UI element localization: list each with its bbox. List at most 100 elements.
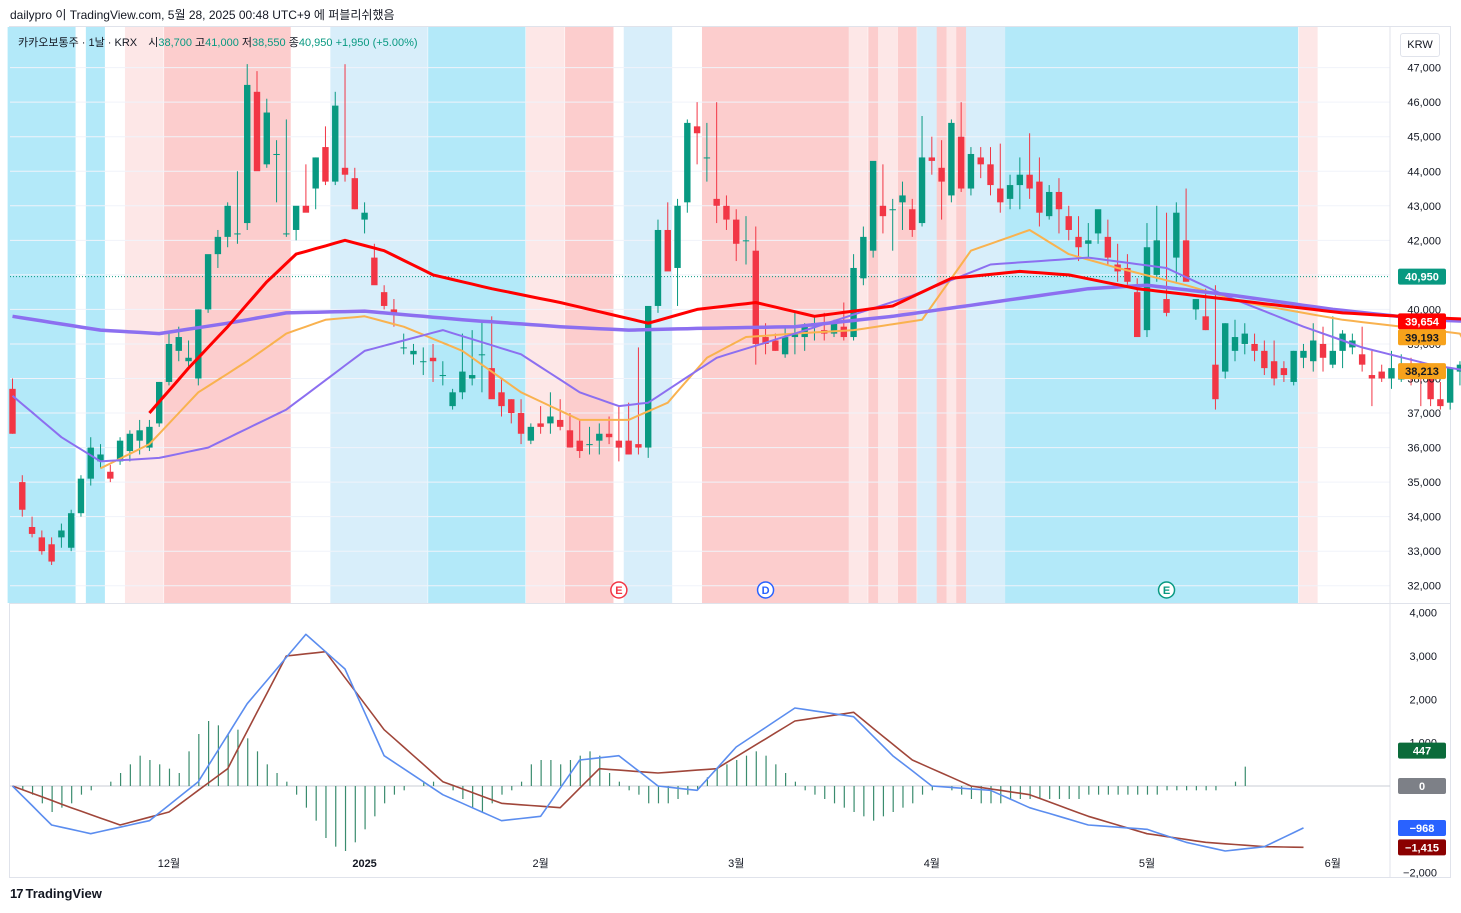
- candle-body: [28, 527, 36, 534]
- grid-lines: [10, 27, 1450, 877]
- candle-body: [410, 350, 417, 355]
- candle-body: [1026, 174, 1033, 189]
- candle-body: [1182, 240, 1190, 282]
- candle-body: [1368, 375, 1376, 379]
- candle-body: [879, 205, 887, 217]
- candle-body: [693, 126, 701, 134]
- candle-body: [1446, 368, 1454, 403]
- candle-body: [1231, 337, 1239, 351]
- moving-averages: [11, 229, 1461, 470]
- time-tick-label: 4월: [924, 857, 940, 870]
- price-axis-label-bg: [1398, 313, 1446, 330]
- open-label: 시: [148, 37, 159, 49]
- candle-body: [860, 236, 867, 279]
- price-tick-label: 34,000: [1407, 512, 1441, 524]
- candle-body: [1241, 333, 1248, 344]
- event-label: E: [615, 585, 622, 597]
- candle-body: [840, 326, 847, 338]
- candle-body: [1280, 368, 1288, 376]
- macd-axis-label: 0: [1419, 781, 1425, 793]
- candle-body: [928, 157, 936, 161]
- candle-body: [1329, 350, 1336, 365]
- candle-body: [1124, 267, 1131, 282]
- price-axis-label: 40,950: [1405, 272, 1439, 284]
- candle-body: [38, 537, 46, 552]
- candle-body: [713, 198, 720, 206]
- candle-body: [625, 440, 632, 455]
- candle-body: [1378, 371, 1385, 379]
- candle-body: [635, 444, 642, 448]
- candle-body: [1212, 364, 1219, 400]
- candle-body: [371, 257, 378, 286]
- candles: [9, 64, 1461, 566]
- candle-body: [586, 444, 593, 446]
- candle-body: [1222, 323, 1229, 372]
- bg-zone: [7, 27, 76, 603]
- candle-body: [733, 219, 740, 244]
- candle-body: [977, 157, 984, 165]
- candle-body: [439, 375, 447, 377]
- candle-body: [781, 337, 789, 355]
- price-tick-label: 45,000: [1407, 132, 1441, 144]
- macd-tick-label: 2,000: [1409, 694, 1437, 706]
- ma-purple-long-line: [12, 283, 1461, 336]
- time-tick-label: 2월: [532, 857, 548, 870]
- candle-body: [1192, 299, 1200, 310]
- currency-button[interactable]: KRW: [1400, 33, 1440, 57]
- candle-body: [146, 426, 153, 448]
- background-zones: [7, 27, 1318, 603]
- candle-body: [1437, 399, 1444, 407]
- candle-body: [674, 205, 681, 268]
- high-label: 고: [195, 37, 206, 49]
- price-axis-label-bg: [1398, 329, 1446, 346]
- candle-body: [1045, 191, 1053, 217]
- candle-body: [302, 205, 310, 213]
- candle-body: [332, 105, 339, 182]
- macd-tick-label: 4,000: [1409, 608, 1437, 620]
- candle-body: [1173, 212, 1180, 258]
- tradingview-logo[interactable]: 17 TradingView: [10, 886, 102, 901]
- price-tick-label: 35,000: [1407, 477, 1441, 489]
- price-tick-label: 47,000: [1407, 63, 1441, 75]
- candle-body: [1134, 292, 1141, 338]
- candle-body: [67, 513, 75, 548]
- candle-body: [1300, 350, 1307, 358]
- time-tick-label: 2025: [352, 858, 376, 870]
- price-tick-label: 46,000: [1407, 97, 1441, 109]
- event-marker: [1157, 581, 1176, 599]
- candle-body: [556, 419, 564, 427]
- candle-body: [341, 167, 349, 175]
- price-axis-label: 38,213: [1405, 366, 1439, 378]
- candle-body: [1036, 181, 1043, 213]
- event-marker: [610, 581, 628, 599]
- candle-body: [918, 157, 926, 224]
- candle-body: [948, 122, 955, 196]
- candle-body: [772, 340, 779, 351]
- candle-body: [351, 178, 358, 210]
- candle-body: [967, 153, 975, 189]
- macd-axis-label-bg: [1398, 742, 1446, 759]
- candle-body: [1261, 350, 1268, 369]
- candle-body: [1358, 354, 1366, 365]
- price-tick-label: 33,000: [1407, 546, 1441, 558]
- candle-body: [273, 153, 280, 155]
- candle-body: [1319, 343, 1327, 358]
- candle-body: [1163, 299, 1170, 313]
- candle-body: [566, 430, 574, 448]
- candle-body: [596, 433, 603, 441]
- candle-body: [19, 482, 26, 510]
- candle-body: [742, 240, 750, 242]
- candle-body: [1388, 368, 1395, 379]
- candle-body: [801, 326, 808, 338]
- candle-body: [909, 209, 916, 230]
- candle-body: [997, 188, 1004, 203]
- candle-body: [1055, 191, 1063, 210]
- macd-panel: [10, 633, 1390, 852]
- candle-body: [889, 209, 896, 211]
- candle-body: [615, 440, 623, 448]
- candle-body: [899, 195, 906, 203]
- candle-body: [87, 447, 94, 479]
- candle-body: [498, 392, 505, 407]
